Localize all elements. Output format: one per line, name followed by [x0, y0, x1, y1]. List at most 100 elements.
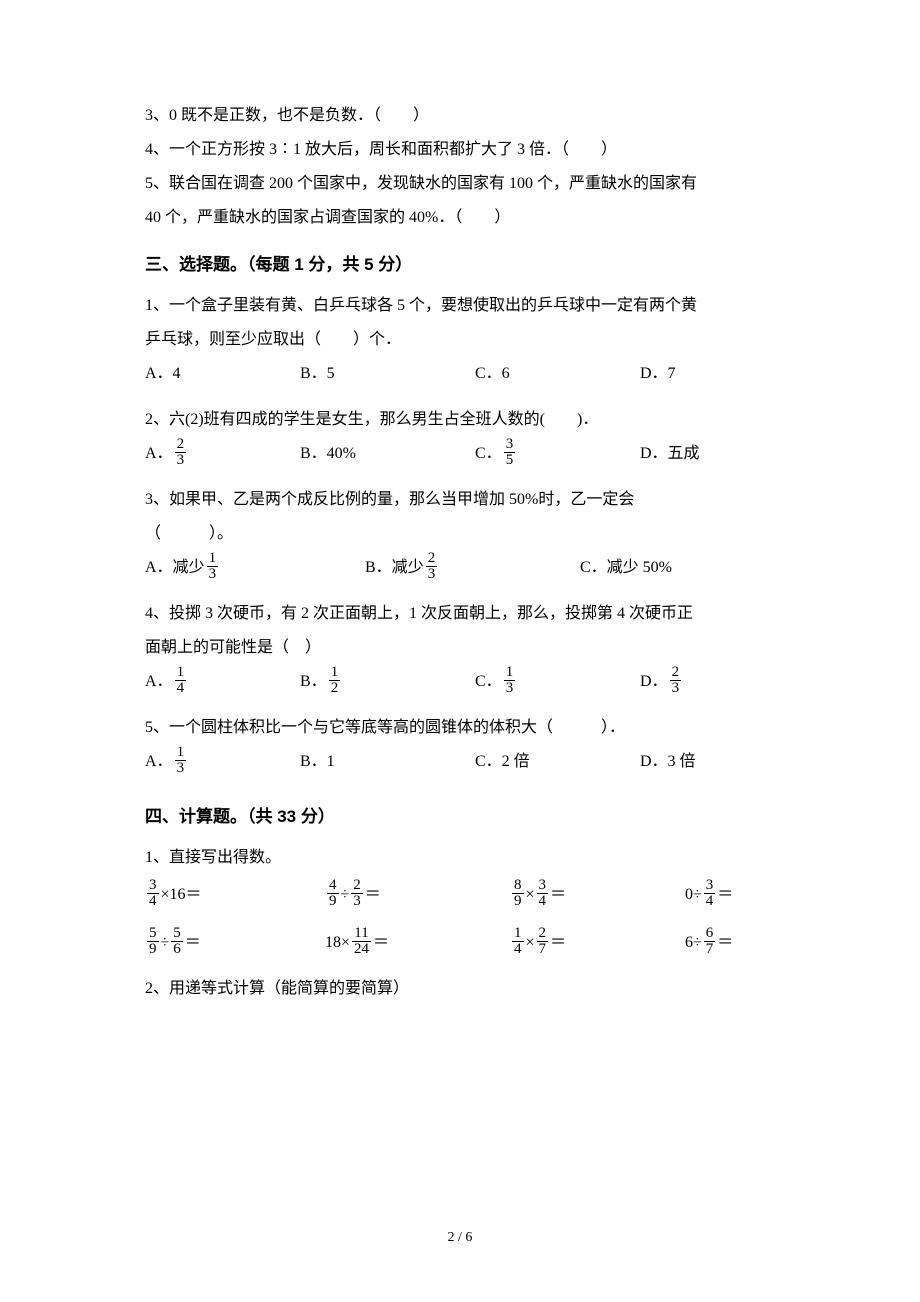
- numerator: 5: [147, 926, 159, 942]
- tf-q4: 4、一个正方形按 3∶1 放大后，周长和面积都扩大了 3 倍．（ ）: [145, 134, 775, 166]
- s4-q1-label: 1、直接写出得数。: [145, 842, 775, 874]
- numerator: 1: [512, 926, 524, 942]
- section-4-header: 四、计算题。（共 33 分）: [145, 800, 775, 834]
- fraction: 56: [171, 926, 183, 957]
- calc-r2-c4: 6÷67＝: [685, 924, 785, 962]
- fraction: 1124: [352, 926, 371, 957]
- fraction: 23: [351, 878, 363, 909]
- s3-q4-opt-a: A．14: [145, 666, 300, 698]
- numerator: 5: [171, 926, 183, 942]
- fraction: 13: [207, 551, 219, 582]
- denominator: 3: [351, 894, 363, 909]
- opt-prefix: B．: [300, 673, 327, 690]
- s3-q5-opt-a: A．13: [145, 746, 300, 778]
- tf-q5-line1: 5、联合国在调查 200 个国家中，发现缺水的国家有 100 个，严重缺水的国家…: [145, 168, 775, 200]
- fraction: 59: [147, 926, 159, 957]
- numerator: 1: [175, 745, 187, 761]
- calc-text: 6÷: [685, 934, 702, 951]
- calc-text: 0÷: [685, 886, 702, 903]
- s3-q4-options: A．14 B．12 C．13 D．23: [145, 666, 775, 698]
- s3-q4-line1: 4、投掷 3 次硬币，有 2 次正面朝上，1 次反面朝上，那么，投掷第 4 次硬…: [145, 598, 775, 630]
- fraction: 14: [175, 665, 187, 696]
- calc-eq: ＝: [185, 934, 201, 951]
- numerator: 6: [704, 926, 716, 942]
- denominator: 4: [175, 681, 187, 696]
- numerator: 2: [426, 551, 438, 567]
- calc-row-1: 34×16＝ 49÷23＝ 89×34＝ 0÷34＝: [145, 876, 775, 914]
- numerator: 1: [329, 665, 341, 681]
- s3-q4-opt-b: B．12: [300, 666, 475, 698]
- s3-q1-options: A．4 B．5 C．6 D．7: [145, 358, 775, 390]
- calc-row-2: 59÷56＝ 18×1124＝ 14×27＝ 6÷67＝: [145, 924, 775, 962]
- fraction: 14: [512, 926, 524, 957]
- opt-prefix: B．减少: [365, 559, 424, 576]
- numerator: 3: [147, 878, 159, 894]
- numerator: 8: [512, 878, 524, 894]
- fraction: 13: [175, 745, 187, 776]
- denominator: 3: [504, 681, 516, 696]
- s3-q5-opt-d: D．3 倍: [640, 746, 780, 778]
- numerator: 2: [670, 665, 682, 681]
- denominator: 9: [512, 894, 524, 909]
- calc-text: 18×: [325, 934, 350, 951]
- numerator: 2: [175, 437, 187, 453]
- opt-prefix: A．: [145, 753, 173, 770]
- opt-prefix: C．: [475, 673, 502, 690]
- s3-q4-line2: 面朝上的可能性是（ ）: [145, 632, 775, 664]
- numerator: 11: [352, 926, 371, 942]
- numerator: 2: [351, 878, 363, 894]
- calc-r2-c2: 18×1124＝: [325, 924, 510, 962]
- fraction: 49: [327, 878, 339, 909]
- s3-q2-opt-c: C．35: [475, 438, 640, 470]
- fraction: 34: [704, 878, 716, 909]
- s3-q5-options: A．13 B．1 C．2 倍 D．3 倍: [145, 746, 775, 778]
- calc-r1-c1: 34×16＝: [145, 876, 325, 914]
- opt-prefix: A．: [145, 445, 173, 462]
- calc-op: ÷: [341, 886, 350, 903]
- calc-op: ×: [526, 886, 535, 903]
- calc-eq: ＝: [717, 934, 733, 951]
- tf-q3: 3、0 既不是正数，也不是负数．（ ）: [145, 100, 775, 132]
- s3-q3-line1: 3、如果甲、乙是两个成反比例的量，那么当甲增加 50%时，乙一定会: [145, 484, 775, 516]
- denominator: 3: [175, 761, 187, 776]
- calc-op: ×: [526, 934, 535, 951]
- s3-q3-opt-a: A．减少13: [145, 552, 365, 584]
- calc-r2-c3: 14×27＝: [510, 924, 685, 962]
- numerator: 1: [207, 551, 219, 567]
- s3-q4-opt-d: D．23: [640, 666, 780, 698]
- denominator: 9: [327, 894, 339, 909]
- calc-r1-c2: 49÷23＝: [325, 876, 510, 914]
- denominator: 4: [512, 942, 524, 957]
- numerator: 3: [704, 878, 716, 894]
- page-number: 2 / 6: [0, 1224, 920, 1252]
- calc-eq: ＝: [717, 886, 733, 903]
- fraction: 23: [175, 437, 187, 468]
- s3-q2-stem: 2、六(2)班有四成的学生是女生，那么男生占全班人数的( )．: [145, 404, 775, 436]
- s3-q1-line1: 1、一个盒子里装有黄、白乒乓球各 5 个，要想使取出的乒乓球中一定有两个黄: [145, 290, 775, 322]
- s3-q1-opt-b: B．5: [300, 358, 475, 390]
- denominator: 3: [426, 567, 438, 582]
- denominator: 4: [147, 894, 159, 909]
- calc-r2-c1: 59÷56＝: [145, 924, 325, 962]
- fraction: 35: [504, 437, 516, 468]
- denominator: 3: [670, 681, 682, 696]
- calc-op: ÷: [161, 934, 170, 951]
- s3-q1-opt-c: C．6: [475, 358, 640, 390]
- s3-q1-opt-a: A．4: [145, 358, 300, 390]
- fraction: 23: [670, 665, 682, 696]
- fraction: 34: [147, 878, 159, 909]
- calc-eq: ＝: [365, 886, 381, 903]
- denominator: 6: [171, 942, 183, 957]
- s3-q3-options: A．减少13 B．减少23 C．减少 50%: [145, 552, 775, 584]
- numerator: 1: [175, 665, 187, 681]
- denominator: 2: [329, 681, 341, 696]
- section-3-header: 三、选择题。（每题 1 分，共 5 分）: [145, 248, 775, 282]
- denominator: 24: [352, 942, 371, 957]
- denominator: 4: [704, 894, 716, 909]
- s3-q2-options: A．23 B．40% C．35 D．五成: [145, 438, 775, 470]
- fraction: 13: [504, 665, 516, 696]
- denominator: 3: [207, 567, 219, 582]
- denominator: 3: [175, 453, 187, 468]
- opt-prefix: C．: [475, 445, 502, 462]
- numerator: 1: [504, 665, 516, 681]
